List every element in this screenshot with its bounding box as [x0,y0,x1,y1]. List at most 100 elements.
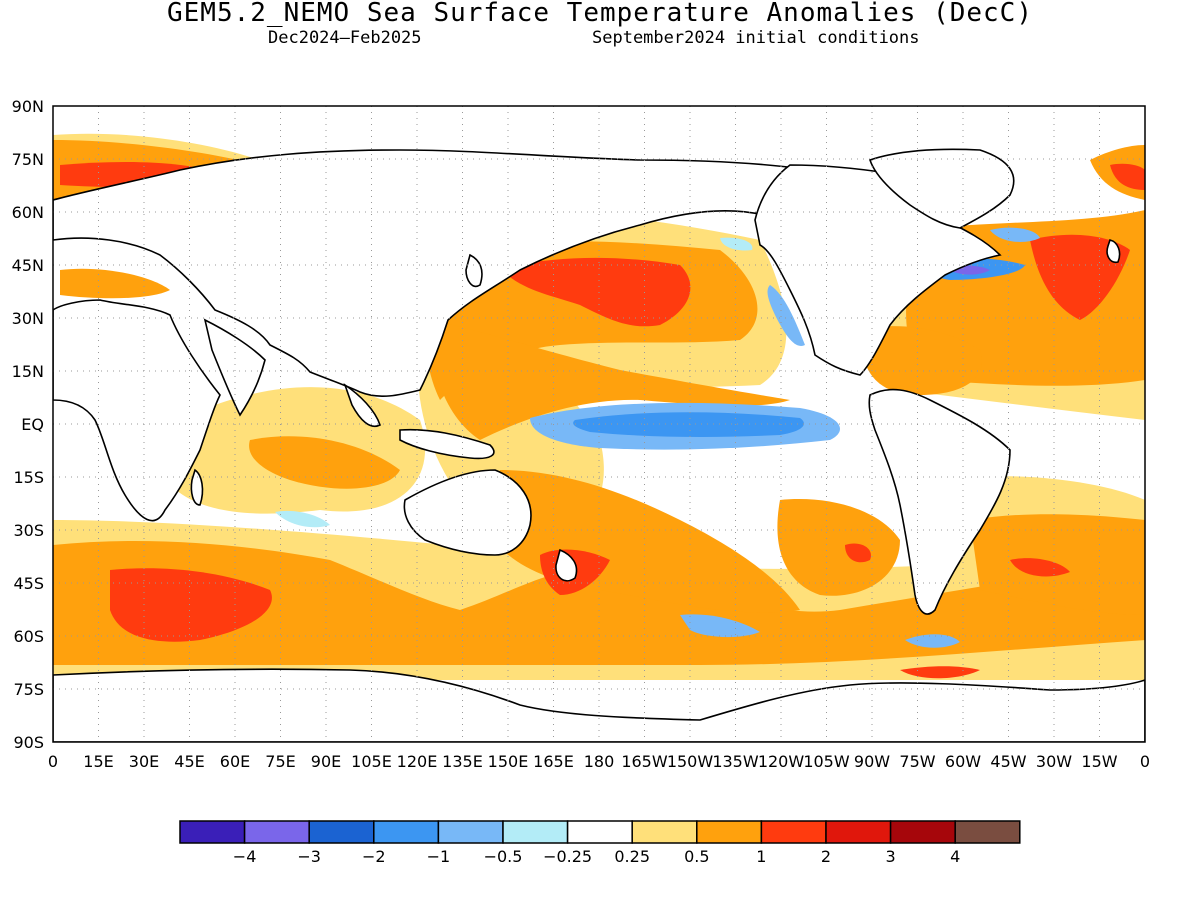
colorbar-swatch [696,820,763,844]
lon-tick-label: 0 [1140,752,1150,771]
south-pacific-cold [680,614,760,638]
lon-tick-label: 75E [265,752,295,771]
map-frame [52,105,1146,743]
india-land [203,318,266,417]
japan-land [465,253,483,288]
south-indian-hot [110,568,272,642]
south-east-pacific-warm [777,499,900,596]
colorbar-swatch [760,820,827,844]
colorbar-swatch [373,820,440,844]
lat-tick-label: 75S [13,680,44,699]
initial-conditions-label: September2024 initial conditions [592,28,920,48]
map-title: GEM5.2_NEMO Sea Surface Temperature Anom… [167,0,1033,28]
colorbar-swatch [308,820,375,844]
colorbar-label: −0.5 [484,847,523,866]
indian-ocean-warm [249,436,400,489]
north-atlantic-cold-patch [990,227,1040,242]
lon-tick-label: 120W [758,752,805,771]
colorbar-swatch [179,820,246,844]
lat-tick-label: 30N [12,309,44,328]
lon-tick-label: 105W [803,752,850,771]
lon-tick-label: 45E [174,752,204,771]
southern-ocean-cold [905,634,960,648]
antarctica-land [53,668,1145,742]
lon-tick-label: 180 [584,752,615,771]
north-atlantic-hot [1030,234,1130,320]
colorbar-label: −4 [233,847,257,866]
lat-tick-label: 75N [12,150,44,169]
lon-tick-label: 15E [83,752,113,771]
colorbar-swatch [437,820,504,844]
colorbar-label: 0.25 [614,847,650,866]
colorbar-swatch [889,820,956,844]
south-america-land [868,388,1011,615]
kara-hot [1110,163,1145,190]
lat-tick-label: 45N [12,256,44,275]
colorbar [179,820,1021,844]
colorbar-label: 2 [821,847,831,866]
lon-tick-label: 135W [712,752,759,771]
australia-land [403,469,532,556]
eurasia-land [53,149,841,398]
lat-tick-label: 45S [13,574,44,593]
south-pacific-hot-spot [845,543,871,563]
caribbean-warm [860,326,982,395]
north-pacific-hot [500,257,691,327]
new-zealand-land [555,548,578,582]
indonesia-land [399,428,495,460]
lon-tick-label: 105E [351,752,392,771]
madagascar-land [190,468,204,506]
west-pacific-warm [430,320,790,440]
colorbar-swatch [954,820,1021,844]
graticule [53,106,1145,742]
lat-tick-label: 60S [13,627,44,646]
lon-tick-label: 75W [899,752,935,771]
chukchi-cold [720,237,753,251]
lat-tick-label: 15S [13,468,44,487]
lat-tick-label: EQ [21,415,44,434]
longitude-axis: 0 15E 30E 45E 60E 75E 90E 105E 120E 135E 150E 165E 1… [48,752,1150,771]
lon-tick-label: 60E [220,752,250,771]
lon-tick-label: 165E [533,752,574,771]
colorbar-swatch [566,820,633,844]
colorbar-swatch [825,820,892,844]
lon-tick-label: 60W [945,752,981,771]
continents [53,148,1145,742]
colorbar-label: −0.25 [543,847,592,866]
lon-tick-label: 150E [488,752,529,771]
colorbar-labels: −4 −3 −2 −1 −0.5 −0.25 0.25 0.5 1 2 3 4 [233,847,960,866]
colorbar-label: 4 [950,847,960,866]
colorbar-label: −2 [362,847,386,866]
mediterranean-warm [60,268,170,299]
lat-tick-label: 15N [12,362,44,381]
se-asia-land [343,383,381,427]
colorbar-swatch [631,820,698,844]
indian-ocean-cold [275,510,330,528]
lon-tick-label: 165W [621,752,668,771]
latitude-axis: 90N 75N 60N 45N 30N 15N EQ 15S 30S 45S 60S 75S 90S [12,97,44,752]
lat-tick-label: 60N [12,203,44,222]
lon-tick-label: 30W [1036,752,1072,771]
colorbar-swatch [243,820,310,844]
south-atlantic-hot-spot [1010,558,1070,577]
forecast-period: Dec2024—Feb2025 [268,28,422,48]
lon-tick-label: 45W [990,752,1026,771]
colorbar-swatch [502,820,569,844]
lon-tick-label: 135E [442,752,483,771]
lon-tick-label: 0 [48,752,58,771]
lat-tick-label: 90N [12,97,44,116]
africa-land [53,299,221,522]
california-cold [767,285,805,346]
lon-tick-label: 30E [129,752,159,771]
greenland-land [868,148,1015,229]
equatorial-pacific-cold-core [573,412,804,437]
colorbar-label: −3 [297,847,321,866]
colorbar-label: −1 [427,847,451,866]
lon-tick-label: 120E [397,752,438,771]
colorbar-label: 0.5 [684,847,709,866]
lon-tick-label: 90E [311,752,341,771]
uk-land [1106,239,1121,264]
lon-tick-label: 90W [854,752,890,771]
colorbar-label: 1 [756,847,766,866]
